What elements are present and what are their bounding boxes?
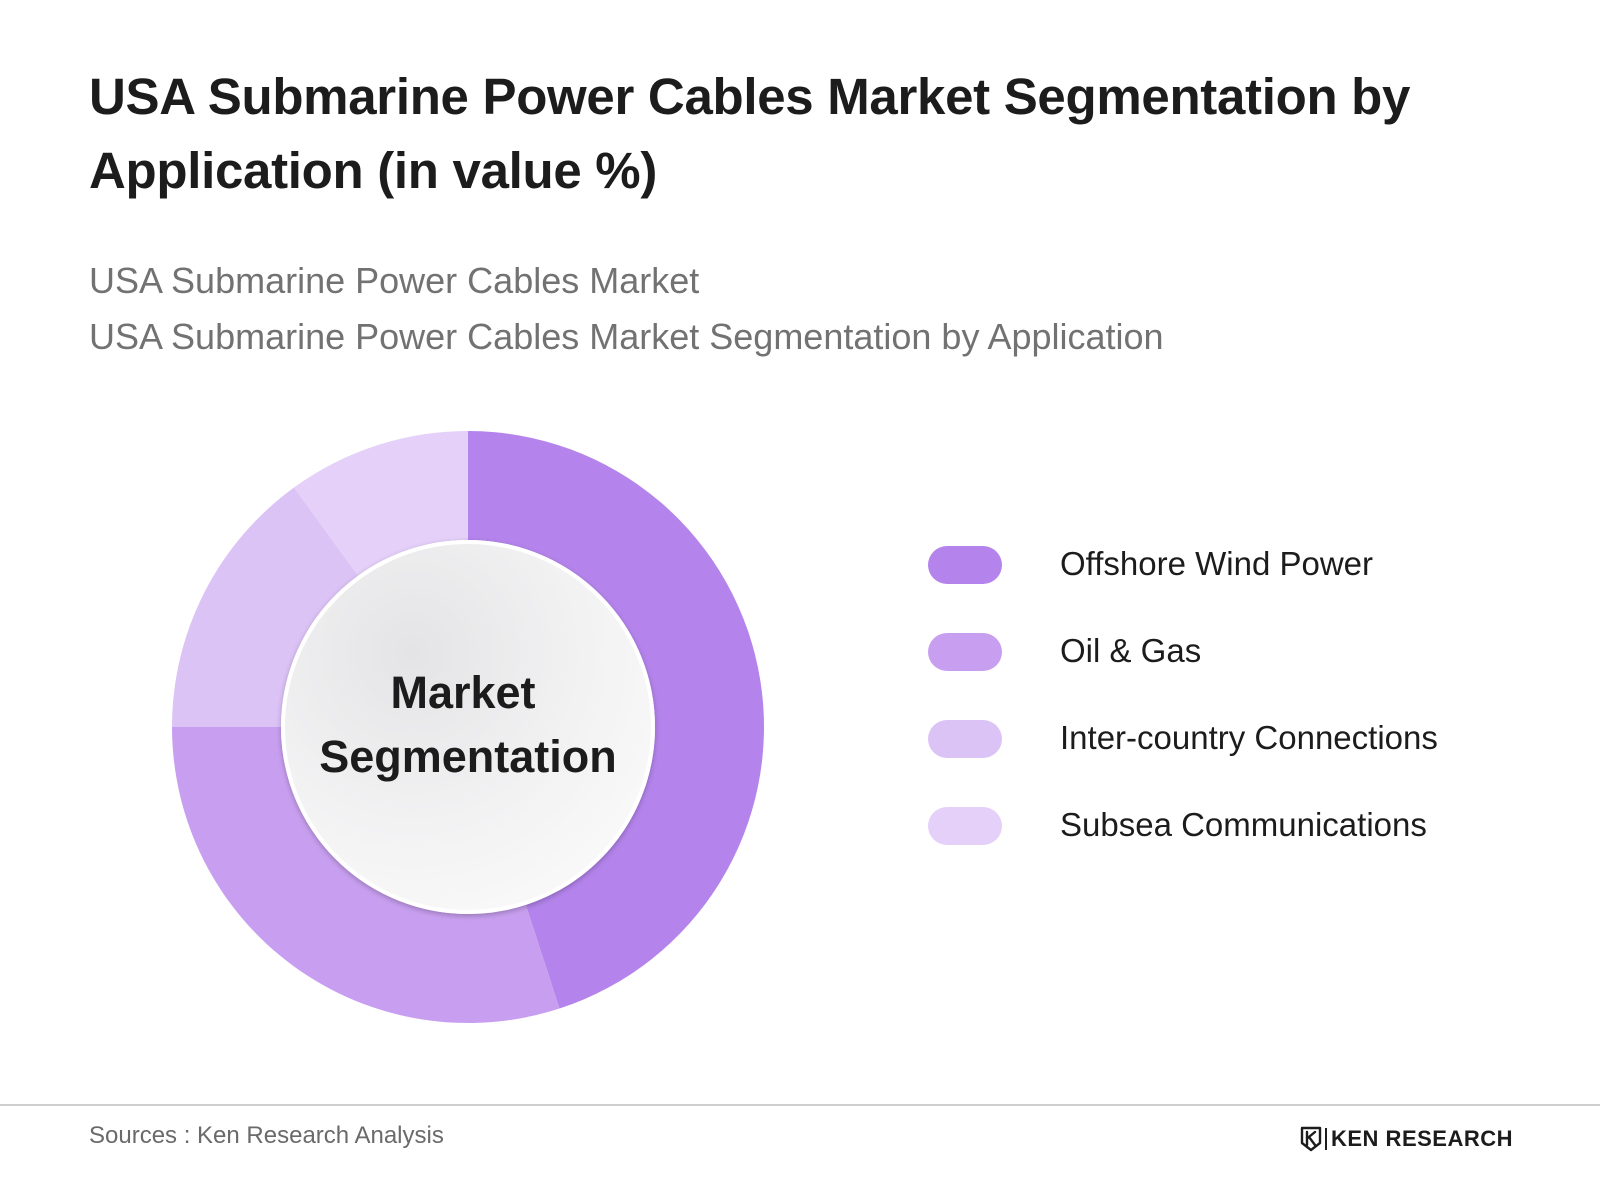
legend-swatch-offshore-wind-power [928,546,1002,584]
legend-label-inter-country-connections: Inter-country Connections [1060,719,1438,756]
source-note: Sources : Ken Research Analysis [89,1122,444,1149]
chart-subtitle-market: USA Submarine Power Cables Market [89,260,700,301]
footer-divider [0,1104,1600,1106]
legend-swatch-subsea-communications [928,807,1002,845]
legend-label-oil-gas: Oil & Gas [1060,632,1202,669]
donut-center-disc [281,540,655,914]
chart-title: USA Submarine Power Cables Market Segmen… [89,68,1411,199]
donut-slice-offshore-wind-power [468,431,765,1009]
donut-slice-oil-gas [172,727,560,1024]
legend-label-offshore-wind-power: Offshore Wind Power [1060,545,1374,582]
center-label-line-1: Market [390,667,535,718]
chart-subtitle-segmentation: USA Submarine Power Cables Market Segmen… [89,316,1164,357]
brand-name: KEN RESEARCH [1331,1126,1514,1151]
ken-research-logo-icon [1300,1126,1322,1152]
legend-swatch-inter-country-connections [928,720,1002,758]
donut-slice-subsea-communications [294,431,468,576]
brand-mark: KEN RESEARCH [1300,1124,1513,1154]
legend-label-subsea-communications: Subsea Communications [1060,806,1427,843]
legend-swatch-oil-gas [928,633,1002,671]
center-label-line-2: Segmentation [319,731,617,782]
donut-slice-inter-country-connections [172,487,359,727]
brand-separator [1325,1128,1327,1150]
donut-slices [172,431,765,1024]
